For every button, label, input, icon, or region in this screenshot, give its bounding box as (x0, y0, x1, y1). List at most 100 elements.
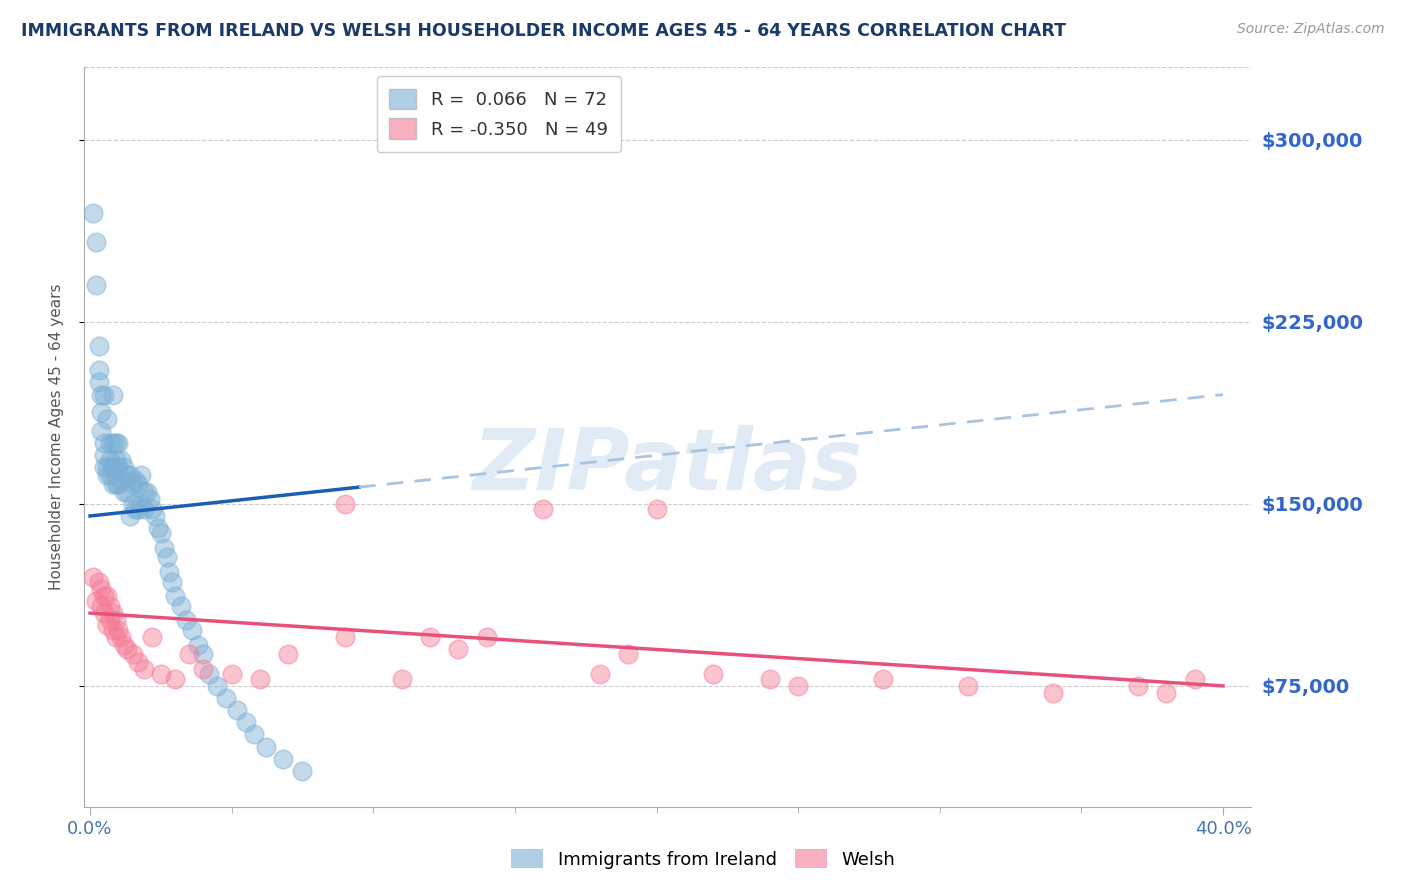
Point (129, 497, 152, 511)
Point (84, 235, 107, 249)
Point (110, 453, 132, 467)
Point (93, 436, 115, 450)
Point (93, 448, 115, 462)
Point (82, 205, 104, 219)
Point (93, 460, 115, 475)
Point (179, 648, 201, 662)
Point (124, 501, 146, 516)
Point (226, 703, 249, 717)
Point (333, 497, 356, 511)
Point (157, 565, 180, 579)
Point (93, 387, 115, 401)
Point (146, 521, 169, 535)
Point (96, 467, 118, 482)
Point (90, 582, 112, 596)
Point (101, 436, 124, 450)
Point (87, 574, 110, 589)
Text: Source: ZipAtlas.com: Source: ZipAtlas.com (1237, 22, 1385, 37)
Point (193, 662, 215, 676)
Point (193, 648, 215, 662)
Point (98, 613, 121, 627)
Point (333, 631, 356, 645)
Point (291, 764, 314, 778)
Point (101, 623, 124, 637)
Point (271, 752, 294, 766)
Point (118, 467, 141, 482)
Point (104, 436, 127, 450)
Legend: Immigrants from Ireland, Welsh: Immigrants from Ireland, Welsh (503, 842, 903, 876)
Point (198, 666, 221, 681)
Point (98, 599, 121, 613)
Point (149, 666, 172, 681)
Point (243, 727, 266, 741)
Point (101, 460, 124, 475)
Point (169, 599, 191, 613)
Point (787, 679, 810, 693)
Point (127, 501, 149, 516)
Point (132, 662, 155, 676)
Point (101, 606, 124, 620)
Legend: R =  0.066   N = 72, R = -0.350   N = 49: R = 0.066 N = 72, R = -0.350 N = 49 (377, 76, 620, 152)
Point (127, 655, 149, 669)
Point (118, 508, 141, 523)
Point (138, 491, 160, 506)
Point (112, 460, 135, 475)
Point (163, 672, 186, 686)
Point (129, 467, 152, 482)
Point (98, 436, 121, 450)
Point (87, 339, 110, 353)
Point (163, 589, 186, 603)
Point (98, 467, 121, 482)
Point (702, 666, 724, 681)
Point (98, 453, 121, 467)
Point (221, 666, 243, 681)
Point (107, 477, 129, 491)
Point (1042, 686, 1064, 700)
Point (155, 550, 177, 565)
Point (87, 376, 110, 390)
Point (90, 404, 112, 418)
Point (115, 642, 138, 657)
Point (617, 648, 640, 662)
Point (1156, 686, 1178, 700)
Point (110, 631, 132, 645)
Point (90, 387, 112, 401)
Point (645, 501, 668, 516)
Point (121, 497, 143, 511)
Point (121, 477, 143, 491)
Point (93, 589, 115, 603)
Point (104, 613, 127, 627)
Point (96, 618, 118, 632)
Point (1126, 679, 1149, 693)
Point (127, 477, 149, 491)
Point (84, 278, 107, 293)
Y-axis label: Householder Income Ages 45 - 64 years: Householder Income Ages 45 - 64 years (49, 284, 63, 591)
Text: ZIPatlas: ZIPatlas (472, 425, 863, 508)
Point (90, 424, 112, 438)
Point (107, 436, 129, 450)
Point (96, 412, 118, 426)
Point (112, 638, 135, 652)
Point (235, 715, 257, 730)
Point (149, 525, 172, 540)
Point (107, 623, 129, 637)
Point (176, 613, 198, 627)
Point (96, 589, 118, 603)
Point (93, 606, 115, 620)
Point (90, 599, 112, 613)
Point (101, 477, 124, 491)
Point (447, 642, 470, 657)
Point (104, 631, 127, 645)
Point (391, 672, 413, 686)
Point (104, 477, 127, 491)
Point (110, 473, 132, 487)
Point (107, 460, 129, 475)
Point (141, 501, 163, 516)
Point (112, 484, 135, 499)
Point (589, 666, 612, 681)
Point (249, 672, 271, 686)
Point (87, 363, 110, 377)
Point (215, 691, 238, 706)
Point (132, 501, 155, 516)
Point (101, 387, 124, 401)
